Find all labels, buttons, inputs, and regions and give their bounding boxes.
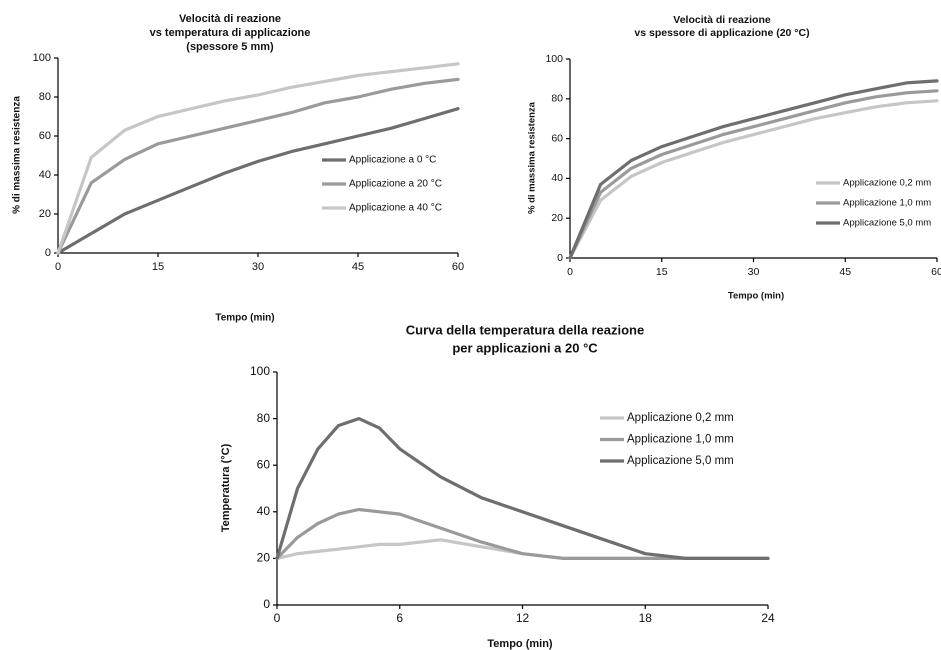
legend-label: Applicazione 0,2 mm <box>627 412 734 424</box>
legend-label: Applicazione 0,2 mm <box>843 178 931 189</box>
x-tick-label: 60 <box>452 261 464 273</box>
y-tick-label: 20 <box>257 551 271 565</box>
x-tick-label: 24 <box>761 611 775 625</box>
y-tick-label: 40 <box>39 169 51 181</box>
x-tick-label: 12 <box>516 611 530 625</box>
x-tick-label: 30 <box>748 266 760 278</box>
y-tick-label: 40 <box>551 172 563 184</box>
x-axis-label: Tempo (min) <box>215 313 274 324</box>
x-axis-label: Tempo (min) <box>487 638 553 650</box>
y-tick-label: 0 <box>557 252 563 264</box>
y-tick-label: 40 <box>257 504 271 518</box>
y-tick-label: 100 <box>33 52 51 64</box>
y-tick-label: 100 <box>545 53 563 65</box>
y-tick-label: 0 <box>263 597 270 611</box>
x-tick-label: 15 <box>656 266 668 278</box>
legend-label: Applicazione 1,0 mm <box>843 198 931 209</box>
data-line <box>568 79 939 260</box>
y-tick-label: 100 <box>250 364 270 378</box>
data-line <box>275 507 770 560</box>
legend-label: Applicazione a 0 °C <box>349 155 436 166</box>
data-line <box>568 89 939 260</box>
x-tick-label: 45 <box>839 266 851 278</box>
data-line <box>56 107 460 255</box>
x-tick-label: 15 <box>152 261 164 273</box>
y-tick-label: 80 <box>39 91 51 103</box>
chart-title: per applicazioni a 20 °C <box>452 340 598 355</box>
y-tick-label: 60 <box>551 132 563 144</box>
legend-label: Applicazione a 20 °C <box>349 179 442 190</box>
y-tick-label: 0 <box>45 247 51 259</box>
y-axis-label: % di massima resistenza <box>12 96 23 214</box>
data-line <box>568 99 939 260</box>
chart-title: Velocità di reazione <box>179 13 281 25</box>
x-tick-label: 18 <box>639 611 653 625</box>
data-line <box>275 417 770 560</box>
x-tick-label: 45 <box>352 261 364 273</box>
x-tick-label: 6 <box>396 611 403 625</box>
chart-title: Curva della temperatura della reazione <box>406 322 644 337</box>
data-line <box>56 77 460 255</box>
y-tick-label: 80 <box>551 93 563 105</box>
chart-title: Velocità di reazione <box>673 14 771 26</box>
y-tick-label: 80 <box>257 411 271 425</box>
legend-label: Applicazione a 40 °C <box>349 203 442 214</box>
chart-title: (spessore 5 mm) <box>186 41 274 53</box>
y-axis-label: Temperatura (°C) <box>220 443 232 532</box>
y-tick-label: 20 <box>39 208 51 220</box>
data-line <box>56 62 460 255</box>
x-tick-label: 0 <box>55 261 61 273</box>
x-tick-label: 0 <box>274 611 281 625</box>
legend-label: Applicazione 5,0 mm <box>627 455 734 467</box>
legend-label: Applicazione 1,0 mm <box>627 434 734 446</box>
x-tick-label: 60 <box>931 266 941 278</box>
x-tick-label: 30 <box>252 261 264 273</box>
x-tick-label: 0 <box>567 266 573 278</box>
x-axis-label: Tempo (min) <box>728 291 784 302</box>
legend-label: Applicazione 5,0 mm <box>843 218 931 229</box>
y-tick-label: 60 <box>257 457 271 471</box>
chart-title: vs spessore di applicazione (20 °C) <box>634 27 809 39</box>
y-tick-label: 20 <box>551 212 563 224</box>
chart-title: vs temperatura di applicazione <box>150 27 311 39</box>
data-line <box>275 538 770 560</box>
y-tick-label: 60 <box>39 130 51 142</box>
y-axis-label: % di massima resistenza <box>527 101 538 214</box>
